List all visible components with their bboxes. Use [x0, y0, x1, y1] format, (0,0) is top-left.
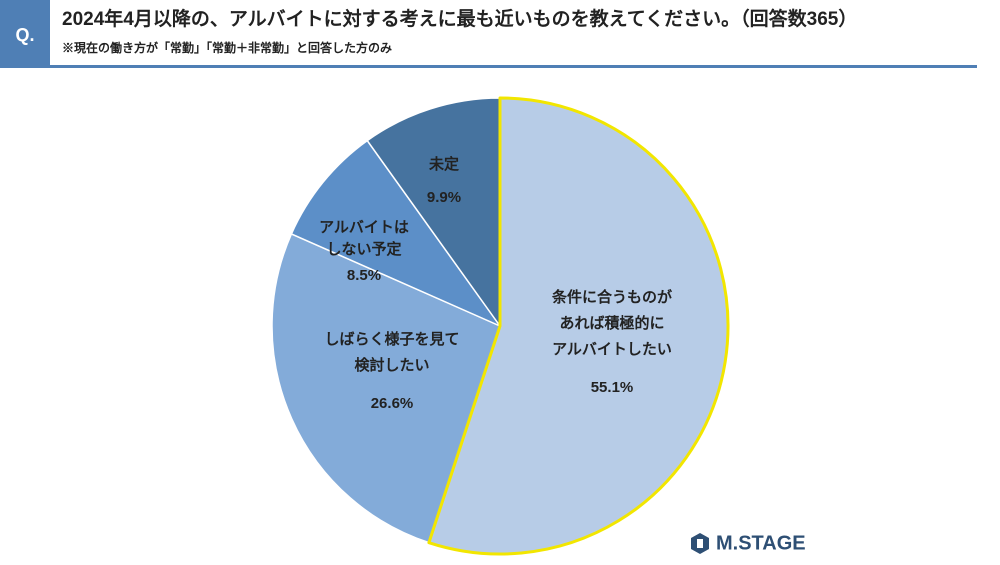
- slice-label: しばらく様子を見て: [324, 330, 459, 348]
- pie-slice: [366, 97, 501, 327]
- question-marker: Q.: [15, 25, 34, 45]
- pie-slice: [271, 233, 501, 544]
- brand-name: M.STAGE: [716, 532, 806, 554]
- pie-slice: [427, 96, 730, 556]
- slice-label: アルバイトは: [319, 219, 409, 236]
- question-badge: [0, 0, 50, 66]
- pie-slice: [290, 139, 501, 327]
- slice-label: 検討したい: [354, 356, 429, 374]
- value-label: 55.1%: [591, 379, 634, 396]
- pie: [271, 96, 730, 556]
- slice-label: アルバイトしたい: [552, 341, 672, 358]
- value-label: 26.6%: [371, 395, 414, 412]
- slice-label: 未定: [428, 155, 459, 173]
- header-rule: [0, 65, 977, 68]
- slice-label: あれば積極的に: [559, 314, 664, 332]
- value-label: 9.9%: [427, 189, 461, 206]
- chart-title: 2024年4月以降の、アルバイトに対する考えに最も近いものを教えてください。（回…: [62, 7, 857, 30]
- brand-logo: M.STAGE: [691, 532, 806, 554]
- logo-icon-hole: [697, 539, 703, 548]
- slice-label: しない予定: [326, 240, 401, 258]
- value-label: 8.5%: [347, 267, 381, 284]
- slice-label: 条件に合うものが: [551, 288, 673, 306]
- chart-subtitle: ※現在の働き方が「常勤」「常勤＋非常勤」と回答した方のみ: [62, 40, 392, 55]
